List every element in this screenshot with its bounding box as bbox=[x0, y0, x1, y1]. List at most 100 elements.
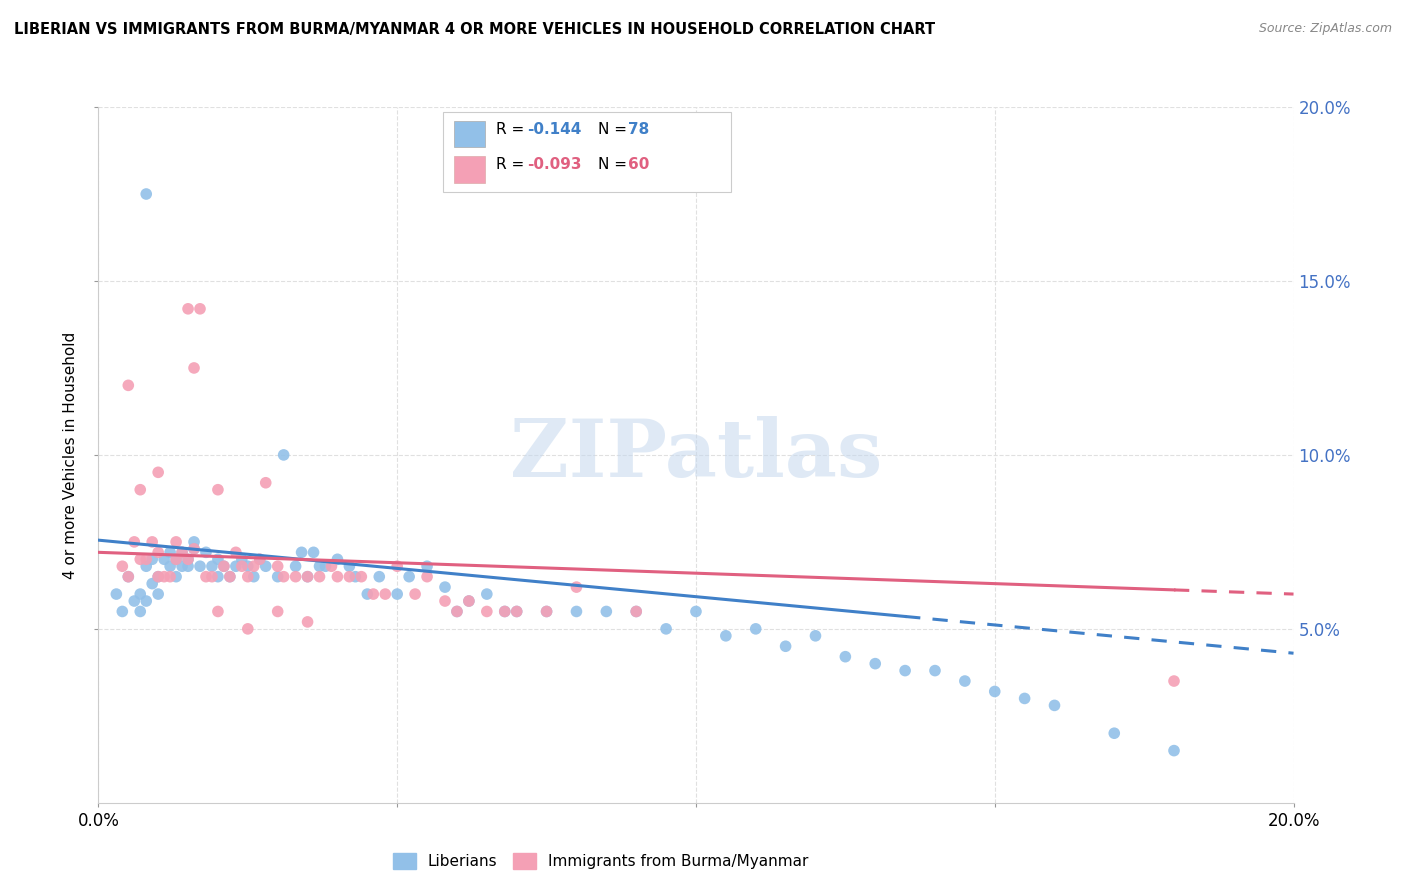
Point bbox=[494, 605, 516, 619]
Text: Source: ZipAtlas.com: Source: ZipAtlas.com bbox=[1258, 22, 1392, 36]
Point bbox=[135, 594, 157, 608]
Point bbox=[339, 570, 361, 584]
Point bbox=[172, 545, 194, 559]
Point bbox=[124, 594, 146, 608]
Point bbox=[117, 378, 139, 392]
Point bbox=[315, 559, 337, 574]
Text: N =: N = bbox=[598, 122, 631, 137]
Point bbox=[129, 483, 152, 497]
Point bbox=[129, 605, 152, 619]
Point bbox=[308, 570, 330, 584]
Point bbox=[177, 552, 200, 566]
Point bbox=[219, 570, 242, 584]
Point bbox=[231, 559, 253, 574]
Point bbox=[231, 552, 253, 566]
Point bbox=[297, 570, 319, 584]
Point bbox=[124, 534, 146, 549]
Point bbox=[165, 552, 187, 566]
Point bbox=[183, 534, 205, 549]
Point bbox=[565, 580, 588, 594]
Point bbox=[148, 570, 170, 584]
Text: 78: 78 bbox=[628, 122, 650, 137]
Text: -0.144: -0.144 bbox=[527, 122, 582, 137]
Point bbox=[236, 622, 259, 636]
Point bbox=[434, 580, 457, 594]
Point bbox=[105, 587, 128, 601]
Point bbox=[148, 545, 170, 559]
Point bbox=[159, 545, 181, 559]
Point bbox=[188, 559, 211, 574]
Point bbox=[212, 559, 235, 574]
Point bbox=[685, 605, 707, 619]
Point bbox=[297, 615, 319, 629]
Point bbox=[188, 301, 211, 316]
Point bbox=[350, 570, 373, 584]
Point bbox=[148, 570, 170, 584]
Point bbox=[159, 570, 181, 584]
Point bbox=[284, 570, 307, 584]
Point bbox=[1163, 744, 1185, 758]
Point bbox=[446, 605, 468, 619]
Point bbox=[177, 301, 200, 316]
Point bbox=[1014, 691, 1036, 706]
Point bbox=[212, 559, 235, 574]
Point bbox=[141, 534, 163, 549]
Point bbox=[626, 605, 648, 619]
Point bbox=[775, 639, 797, 653]
Point bbox=[924, 664, 946, 678]
Point bbox=[321, 559, 343, 574]
Point bbox=[254, 475, 277, 490]
Point bbox=[326, 552, 349, 566]
Text: LIBERIAN VS IMMIGRANTS FROM BURMA/MYANMAR 4 OR MORE VEHICLES IN HOUSEHOLD CORREL: LIBERIAN VS IMMIGRANTS FROM BURMA/MYANMA… bbox=[14, 22, 935, 37]
Point bbox=[374, 587, 396, 601]
Text: N =: N = bbox=[598, 157, 631, 172]
Point bbox=[135, 559, 157, 574]
Point bbox=[165, 552, 187, 566]
Point bbox=[177, 559, 200, 574]
Point bbox=[458, 594, 481, 608]
Point bbox=[368, 570, 391, 584]
Point bbox=[302, 545, 325, 559]
Point bbox=[385, 587, 409, 601]
Point bbox=[267, 559, 290, 574]
Point bbox=[385, 559, 409, 574]
Point bbox=[207, 552, 229, 566]
Y-axis label: 4 or more Vehicles in Household: 4 or more Vehicles in Household bbox=[63, 331, 79, 579]
Point bbox=[1163, 674, 1185, 689]
Point bbox=[165, 534, 187, 549]
Point bbox=[1043, 698, 1066, 713]
Point bbox=[159, 559, 181, 574]
Text: R =: R = bbox=[496, 122, 530, 137]
Point bbox=[183, 541, 205, 556]
Point bbox=[494, 605, 516, 619]
Point bbox=[172, 545, 194, 559]
Point bbox=[135, 552, 157, 566]
Point bbox=[207, 570, 229, 584]
Point bbox=[249, 552, 271, 566]
Point bbox=[129, 587, 152, 601]
Point bbox=[339, 559, 361, 574]
Point bbox=[398, 570, 420, 584]
Point bbox=[148, 587, 170, 601]
Point bbox=[284, 559, 307, 574]
Point bbox=[894, 664, 917, 678]
Point bbox=[141, 552, 163, 566]
Point bbox=[1104, 726, 1126, 740]
Point bbox=[153, 552, 176, 566]
Point bbox=[363, 587, 385, 601]
Point bbox=[655, 622, 678, 636]
Point bbox=[135, 187, 157, 202]
Point bbox=[404, 587, 426, 601]
Point bbox=[475, 605, 498, 619]
Point bbox=[207, 605, 229, 619]
Point bbox=[111, 559, 134, 574]
Point bbox=[273, 570, 295, 584]
Point bbox=[506, 605, 529, 619]
Point bbox=[984, 684, 1007, 698]
Point bbox=[225, 559, 247, 574]
Text: ZIPatlas: ZIPatlas bbox=[510, 416, 882, 494]
Point bbox=[308, 559, 330, 574]
Point bbox=[177, 552, 200, 566]
Point bbox=[446, 605, 468, 619]
Point bbox=[117, 570, 139, 584]
